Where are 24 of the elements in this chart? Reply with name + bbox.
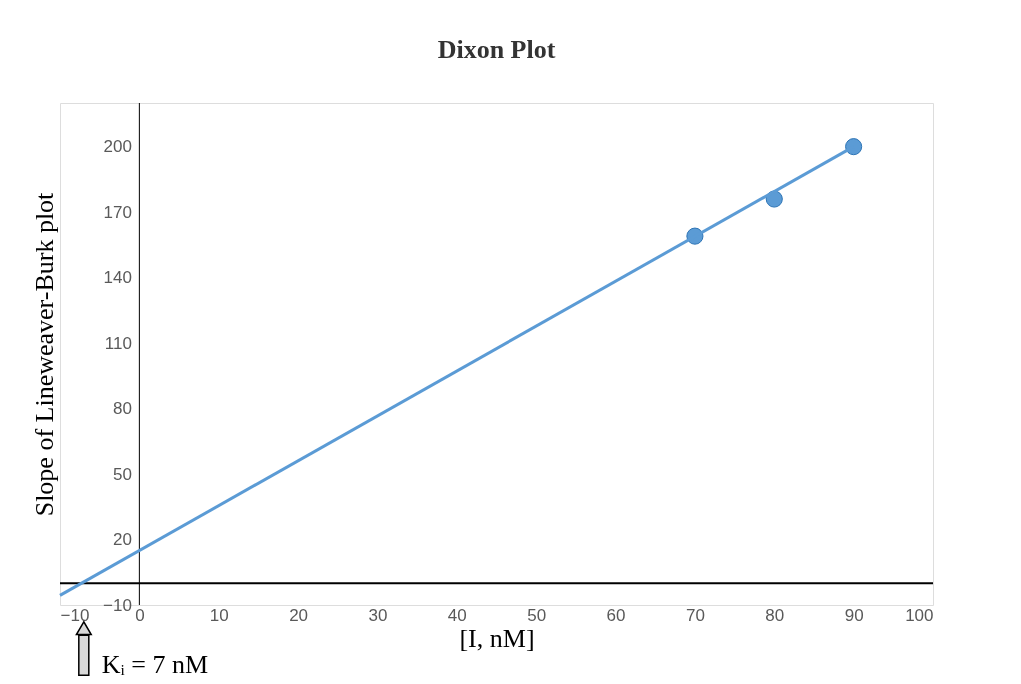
y-tick-label: 80 [112, 399, 132, 419]
y-tick-label: 20 [112, 530, 132, 550]
x-tick-label: 40 [447, 605, 467, 625]
x-tick-label: 100 [905, 605, 934, 625]
x-tick-label: 90 [844, 605, 864, 625]
x-tick-label: 30 [368, 605, 388, 625]
y-tick-label: 50 [112, 464, 132, 484]
x-axis-title: [I, nM] [459, 623, 535, 653]
y-tick-label: 170 [103, 202, 132, 222]
x-tick-label: 0 [135, 605, 145, 625]
x-tick-label: 50 [527, 605, 547, 625]
annotation: Kᵢ = 7 nM [101, 650, 209, 680]
x-tick-label: 20 [289, 605, 309, 625]
y-axis-title: Slope of Lineweaver-Burk plot [29, 191, 59, 517]
y-tick-label: 110 [104, 333, 132, 353]
point [845, 138, 863, 156]
x-tick-label: 80 [765, 605, 785, 625]
y-tick-label: 200 [103, 137, 132, 157]
y-tick-label: 140 [103, 268, 132, 288]
x-tick-label: 70 [685, 605, 705, 625]
x-tick-label: 60 [606, 605, 626, 625]
chart-title: Dixon Plot [437, 34, 556, 64]
x-tick-label: −10 [60, 605, 90, 625]
x-tick-label: 10 [209, 605, 229, 625]
